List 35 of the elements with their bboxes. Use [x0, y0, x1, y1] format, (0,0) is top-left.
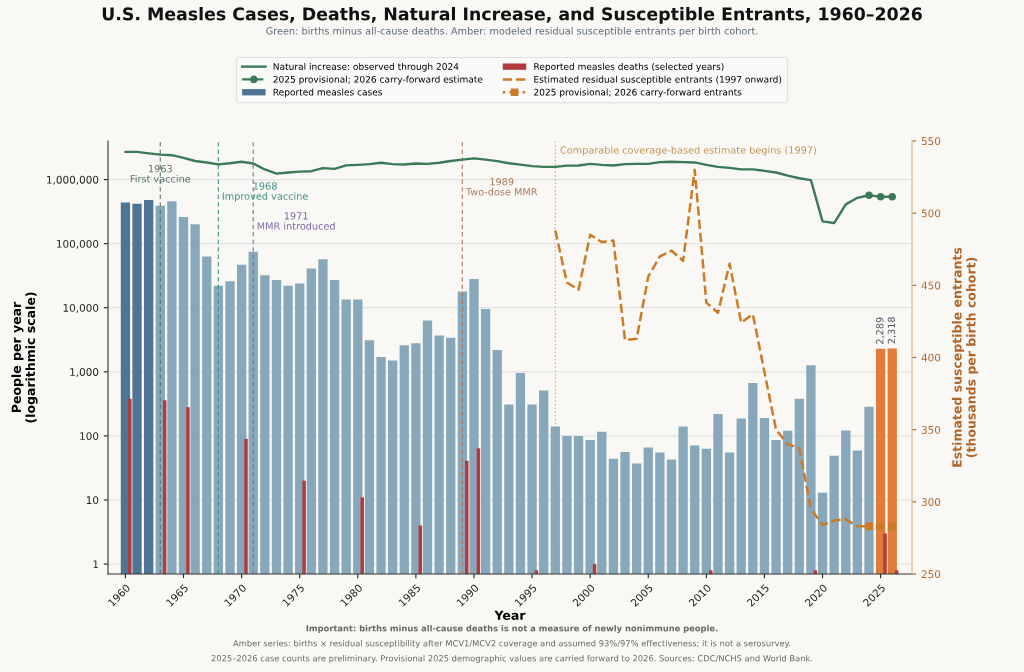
- text: Important: births minus all-cause deaths is not a measure of newly nonimmune people.: [306, 624, 718, 634]
- y-tick-label: 1,000: [70, 368, 99, 377]
- y2-tick-label: 450: [921, 281, 941, 290]
- y-tick-label: 100,000: [57, 239, 99, 249]
- y-tick-label: 1,000,000: [47, 175, 99, 185]
- y-axis-title: People per year (logarithmic scale): [11, 292, 38, 423]
- y2-tick-label: 350: [921, 425, 941, 434]
- y2-tick-label: 300: [921, 498, 941, 506]
- x-axis-title: Year: [494, 610, 526, 620]
- legend-label: Reported measles cases: [273, 88, 383, 98]
- legend-label: 2025 provisional; 2026 carry-forward estimate: [273, 75, 483, 85]
- chart-subtitle: Green: births minus all-cause deaths. Amber: modeled residual susceptible entrants per birth cohort.: [266, 27, 758, 37]
- y2-tick-label: 500: [921, 209, 941, 218]
- legend-label: Natural increase: observed through 2024: [273, 62, 459, 72]
- ref-line-label: 1971 MMR introduced: [257, 212, 335, 230]
- chart-title: U.S. Measles Cases, Deaths, Natural Increase, and Susceptible Entrants, 1960–2026: [102, 7, 922, 24]
- y2-tick-label: 550: [921, 137, 941, 146]
- y2-axis-title: Estimated susceptible entrants (thousands per birth cohort): [952, 247, 979, 467]
- legend-label: 2025 provisional; 2026 carry-forward entrants: [534, 88, 742, 98]
- ref-line-label: 1963 First vaccine: [130, 164, 191, 183]
- y-tick-label: 1: [93, 560, 99, 569]
- text: 2025–2026 case counts are preliminary. Provisional 2025 demographic values are carried forward to 2026. Sources: CDC/NCHS and World Bank.: [211, 654, 813, 664]
- y2-tick-label: 250: [921, 570, 941, 579]
- ref-line-label: 1968 Improved vaccine: [222, 182, 308, 202]
- ref-line-label: 1989 Two-dose MMR: [465, 177, 538, 196]
- legend-label: Reported measles deaths (selected years): [534, 62, 724, 72]
- y-tick-label: 10: [86, 496, 99, 505]
- y-tick-label: 100: [80, 432, 99, 441]
- y-tick-label: 10,000: [63, 303, 99, 313]
- ref-line-label: Comparable coverage-based estimate begins (1997): [560, 146, 816, 156]
- y2-tick-label: 400: [921, 353, 941, 362]
- legend-label: Estimated residual susceptible entrants (1997 onward): [534, 75, 782, 85]
- text: Amber series: births × residual susceptibility after MCV1/MCV2 coverage and assumed 93%/97% effectiveness; it is not a serosurvey.: [233, 639, 791, 649]
- data-label: 2,318: [887, 317, 897, 344]
- data-label: 2,289: [876, 317, 885, 344]
